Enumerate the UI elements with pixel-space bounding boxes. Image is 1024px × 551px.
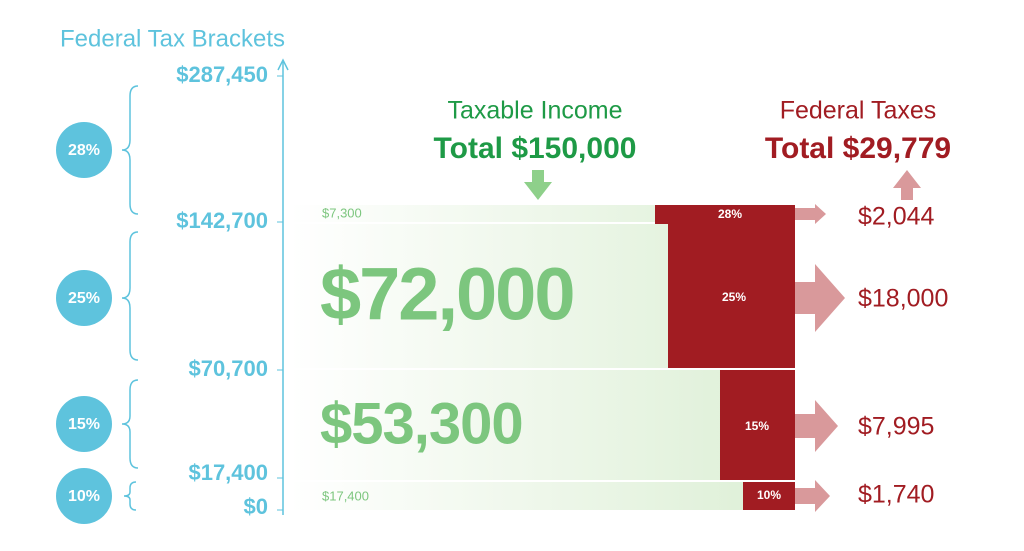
tax-bar xyxy=(720,370,795,480)
tax-arrow xyxy=(760,400,838,452)
up-arrow xyxy=(893,170,921,200)
brace xyxy=(121,231,139,361)
taxes-total: Total $29,779 xyxy=(765,132,951,165)
tax-bar xyxy=(668,224,795,368)
rate: 28% xyxy=(68,142,100,159)
ticks xyxy=(277,75,283,511)
brace xyxy=(121,379,139,469)
rate: 25% xyxy=(68,290,100,307)
threshold: $70,700 xyxy=(188,356,268,381)
down-arrow xyxy=(524,170,552,200)
threshold: $17,400 xyxy=(188,460,268,485)
tax-amount: $7,995 xyxy=(858,413,934,441)
brace xyxy=(123,481,137,511)
tax-amount: $18,000 xyxy=(858,285,948,313)
rate-circle xyxy=(56,122,112,178)
tax-arrow xyxy=(795,204,826,224)
rate: 10% xyxy=(68,488,100,505)
threshold: $0 xyxy=(244,494,268,519)
title: Federal Tax Brackets xyxy=(60,25,285,52)
income-total: Total $150,000 xyxy=(434,132,637,165)
brace xyxy=(121,85,139,215)
income-band xyxy=(290,482,795,510)
tax-bar xyxy=(743,482,795,510)
rate-circle xyxy=(56,468,112,524)
threshold: $142,700 xyxy=(176,208,268,233)
tax-rate: 28% xyxy=(718,207,742,221)
taxes-label: Federal Taxes xyxy=(780,97,937,125)
income-amount: $7,300 xyxy=(322,205,362,220)
tax-bar xyxy=(655,205,795,224)
rate-circle xyxy=(56,396,112,452)
rate-circle xyxy=(56,270,112,326)
tax-rate: 10% xyxy=(757,488,781,502)
tax-rate: 15% xyxy=(745,419,769,433)
rate: 15% xyxy=(68,416,100,433)
income-amount: $53,300 xyxy=(320,391,523,456)
income-amount: $17,400 xyxy=(322,488,369,503)
axis-arrow xyxy=(277,58,289,71)
tax-rate: 25% xyxy=(722,290,746,304)
income-band xyxy=(290,370,795,480)
income-label: Taxable Income xyxy=(447,97,622,125)
tax-amount: $1,740 xyxy=(858,481,934,509)
threshold: $287,450 xyxy=(176,62,268,87)
income-amount: $72,000 xyxy=(320,253,574,336)
tax-amount: $2,044 xyxy=(858,203,935,231)
tax-arrow xyxy=(795,480,830,512)
